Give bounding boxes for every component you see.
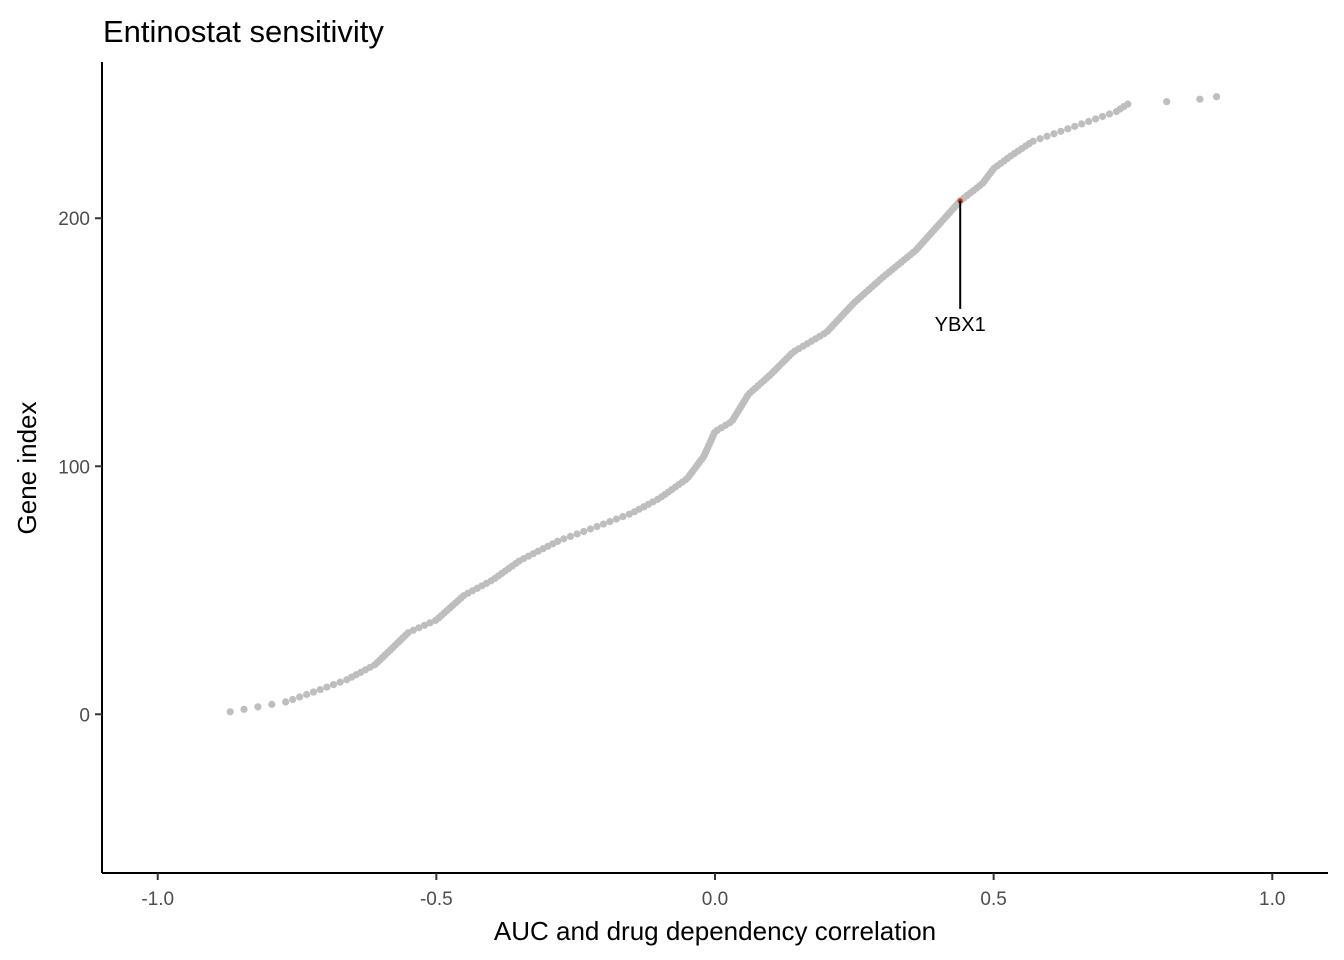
data-point (554, 537, 562, 545)
data-point (303, 690, 311, 699)
data-point (586, 525, 595, 533)
x-tick-label: 0.5 (980, 889, 1006, 910)
data-point (240, 705, 248, 713)
data-point (573, 530, 581, 538)
annotation-label: YBX1 (935, 314, 986, 336)
x-tick-label: -1.0 (141, 889, 174, 910)
data-point (226, 708, 234, 716)
data-point (1078, 120, 1086, 128)
data-point (323, 683, 331, 691)
data-points (226, 93, 1221, 716)
highlight-annotation: YBX1 (935, 200, 986, 336)
x-axis-label: AUC and drug dependency correlation (494, 916, 936, 946)
data-point (1071, 122, 1079, 130)
data-point (606, 517, 614, 526)
data-point (599, 520, 608, 528)
chart-title: Entinostat sensitivity (103, 14, 384, 49)
data-point (566, 532, 575, 541)
x-tick-label: 0.0 (702, 889, 728, 910)
data-point (1036, 135, 1044, 143)
data-point (316, 685, 324, 694)
data-point (1050, 130, 1058, 138)
data-point (1091, 115, 1100, 123)
data-point (1029, 137, 1037, 145)
data-point (409, 626, 417, 634)
x-axis-ticks: -1.0 -0.5 0.0 0.5 1.0 (141, 873, 1285, 910)
data-point (1105, 110, 1114, 118)
data-point (289, 695, 297, 704)
data-point (1124, 100, 1132, 108)
y-tick-label: 200 (58, 209, 90, 230)
data-point (415, 624, 423, 632)
data-point (268, 700, 276, 708)
data-point (1212, 93, 1221, 101)
data-point (580, 527, 588, 536)
data-point (1163, 98, 1171, 106)
data-point (560, 535, 568, 543)
data-point (282, 698, 290, 706)
data-point (593, 522, 601, 531)
data-point (254, 703, 262, 711)
data-point (1098, 112, 1107, 121)
y-axis-label: Gene index (12, 402, 42, 535)
data-point (619, 513, 627, 521)
highlighted-data-point (957, 198, 963, 204)
y-tick-label: 0 (79, 705, 90, 726)
data-point (1064, 125, 1072, 133)
data-point (426, 619, 434, 627)
data-point (329, 681, 338, 689)
data-point (420, 621, 429, 629)
x-tick-label: 1.0 (1259, 889, 1285, 910)
data-point (296, 693, 304, 701)
y-axis-ticks: 0 100 200 (58, 209, 102, 726)
data-point (1043, 132, 1051, 140)
data-point (309, 688, 318, 696)
data-point (1085, 117, 1093, 126)
y-tick-label: 100 (58, 457, 90, 478)
data-point (1057, 127, 1065, 135)
data-point (336, 678, 344, 686)
x-tick-label: -0.5 (420, 889, 453, 910)
data-point (612, 515, 620, 523)
data-point (1196, 95, 1204, 103)
